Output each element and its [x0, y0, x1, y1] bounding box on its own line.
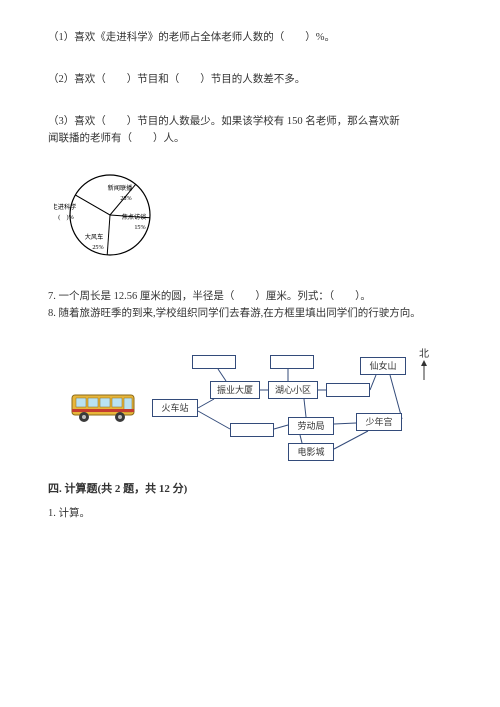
question-1: （1）喜欢《走进科学》的老师占全体老师人数的（ ）%。: [48, 30, 452, 46]
section-4-title: 四. 计算题(共 2 题，共 12 分): [48, 481, 452, 498]
node-zhenye: 振业大厦: [210, 381, 260, 399]
question-2: （2）喜欢（ ）节目和（ ）节目的人数差不多。: [48, 72, 452, 88]
node-shaonian: 少年宫: [356, 413, 402, 431]
svg-text:大风车: 大风车: [85, 233, 104, 241]
node-b3: [326, 383, 370, 397]
svg-text:15%: 15%: [134, 224, 145, 231]
node-xianv: 仙女山: [360, 357, 406, 375]
svg-text:( )%: ( )%: [58, 214, 73, 221]
question-7: 7. 一个周长是 12.56 厘米的圆，半径是（ ）厘米。列式：（ ）。: [48, 289, 452, 305]
north-indicator: 北: [418, 349, 430, 385]
question-3-line1: （3）喜欢（ ）节目的人数最少。如果该学校有 150 名老师，那么喜欢新: [48, 114, 452, 130]
svg-text:25%: 25%: [92, 244, 103, 251]
node-b2: [270, 355, 314, 369]
question-8: 8. 随着旅游旺季的到来,学校组织同学们去春游,在方框里填出同学们的行驶方向。: [48, 306, 452, 322]
node-b1: [192, 355, 236, 369]
calc-question-1: 1. 计算。: [48, 506, 452, 522]
svg-text:走进科学: 走进科学: [54, 203, 76, 211]
pie-chart: 新闻联播28%焦点访谈15%大风车25%走进科学( )%: [54, 161, 452, 275]
node-bus_station: 火车站: [152, 399, 198, 417]
route-diagram: 火车站振业大厦湖心小区劳动局电影城 少年宫 仙女山 北: [70, 331, 430, 463]
node-b4: [230, 423, 274, 437]
node-laodong: 劳动局: [288, 417, 334, 435]
svg-text:新闻联播: 新闻联播: [108, 184, 134, 192]
node-dianying: 电影城: [288, 443, 334, 461]
node-hexin: 湖心小区: [268, 381, 318, 399]
question-3-line2: 闻联播的老师有（ ）人。: [48, 131, 452, 147]
